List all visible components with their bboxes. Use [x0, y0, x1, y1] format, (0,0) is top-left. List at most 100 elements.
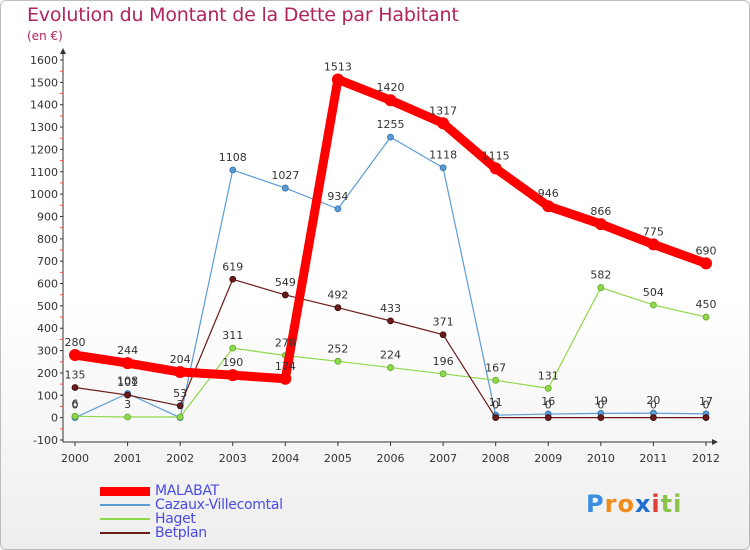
legend-label: Betplan: [155, 525, 207, 541]
data-point-series-1: [387, 133, 394, 141]
x-tick-label: 2003: [219, 452, 247, 465]
data-label: 0: [492, 399, 499, 412]
data-point-series-3: [281, 291, 289, 299]
data-point-malabat: [69, 349, 81, 362]
x-tick-label: 2006: [377, 452, 405, 465]
x-tick-label: 2012: [692, 452, 720, 465]
data-point-series-2: [387, 364, 394, 371]
series-line-1: [74, 136, 707, 419]
legend-item: Betplan: [100, 526, 283, 540]
data-label: 131: [538, 369, 559, 382]
chart-title: Evolution du Montant de la Dette par Hab…: [27, 4, 459, 26]
data-label: 196: [433, 355, 454, 368]
data-label: 174: [275, 360, 296, 373]
data-point-malabat: [121, 357, 134, 370]
data-label: 252: [327, 342, 348, 355]
data-point-series-2: [334, 357, 342, 365]
y-tick-label: 1000: [30, 188, 58, 201]
data-point-series-3: [439, 331, 447, 339]
data-point-malabat: [594, 218, 607, 231]
legend-label: MALABAT: [155, 483, 219, 499]
legend-swatch: [100, 504, 150, 506]
y-tick-label: 600: [37, 278, 58, 291]
y-tick-label: 700: [37, 255, 58, 268]
x-axis-arrow: [712, 439, 718, 445]
data-point-malabat: [489, 162, 502, 175]
data-label: 3: [124, 398, 131, 411]
y-tick-label: 100: [37, 389, 58, 402]
data-label: 450: [696, 298, 717, 311]
data-point-series-3: [702, 414, 710, 422]
data-point-series-1: [334, 205, 342, 213]
data-label: 0: [72, 399, 79, 412]
data-label: 190: [222, 356, 243, 369]
data-point-series-2: [650, 301, 657, 309]
y-tick-label: 400: [37, 322, 58, 335]
data-label: 278: [275, 337, 296, 350]
y-tick-label: 300: [37, 345, 58, 358]
y-tick-label: -100: [33, 434, 58, 447]
x-tick-label: 2010: [587, 452, 615, 465]
data-point-malabat: [647, 238, 660, 251]
legend-label: Haget: [155, 511, 196, 527]
data-label: 0: [650, 399, 657, 412]
data-point-malabat: [226, 369, 239, 382]
x-tick-label: 2005: [324, 452, 352, 465]
data-point-malabat: [542, 200, 555, 213]
data-label: 1420: [377, 81, 405, 94]
data-point-series-2: [702, 313, 710, 321]
legend-label: Cazaux-Villecomtal: [155, 497, 283, 513]
data-label: 433: [380, 302, 401, 315]
data-label: 11: [489, 396, 503, 409]
legend-item: Cazaux-Villecomtal: [100, 498, 283, 512]
data-label: 866: [590, 205, 611, 218]
data-label: 108: [117, 375, 138, 388]
data-point-series-2: [439, 370, 447, 378]
data-point-malabat: [331, 73, 344, 86]
data-label: 1108: [219, 151, 247, 164]
logo-letter: i: [651, 490, 661, 518]
data-point-series-3: [124, 391, 131, 399]
logo-letter: i: [673, 490, 683, 518]
data-label: 1027: [271, 169, 299, 182]
x-tick-label: 2008: [482, 452, 510, 465]
data-label: 690: [696, 244, 717, 257]
x-tick-label: 2011: [639, 452, 667, 465]
y-tick-label: 800: [37, 233, 58, 246]
y-axis-arrow: [60, 48, 66, 54]
legend-swatch: [100, 532, 150, 534]
legend-swatch: [100, 518, 150, 520]
data-label: 549: [275, 276, 296, 289]
data-point-series-3: [650, 414, 657, 422]
data-point-series-3: [597, 414, 605, 422]
data-label: 1317: [429, 104, 457, 117]
logo-letter: t: [660, 490, 674, 518]
data-label: 371: [433, 316, 454, 329]
x-tick-label: 2000: [61, 452, 89, 465]
data-point-series-3: [492, 414, 500, 422]
legend-item: MALABAT: [100, 484, 283, 498]
data-label: 1118: [429, 149, 457, 162]
legend-item: Haget: [100, 512, 283, 526]
data-point-series-2: [492, 376, 500, 384]
logo-letter: P: [586, 490, 605, 518]
data-label: 16: [541, 395, 555, 408]
logo-letter: o: [617, 490, 635, 518]
x-tick-label: 2004: [271, 452, 299, 465]
data-label: 0: [597, 399, 604, 412]
data-point-series-2: [544, 384, 552, 392]
data-label: 1255: [377, 118, 405, 131]
data-label: 775: [643, 225, 664, 238]
data-label: 946: [538, 187, 559, 200]
data-point-malabat: [700, 257, 712, 270]
data-label: 244: [117, 344, 138, 357]
y-tick-label: 1600: [30, 54, 58, 67]
data-point-series-1: [281, 184, 289, 192]
y-tick-label: 500: [37, 300, 58, 313]
y-tick-label: 1500: [30, 76, 58, 89]
y-tick-label: 0: [51, 412, 58, 425]
data-point-series-1: [229, 166, 237, 174]
data-label: 53: [173, 387, 187, 400]
data-label: 582: [590, 269, 611, 282]
data-label: 17: [699, 395, 713, 408]
